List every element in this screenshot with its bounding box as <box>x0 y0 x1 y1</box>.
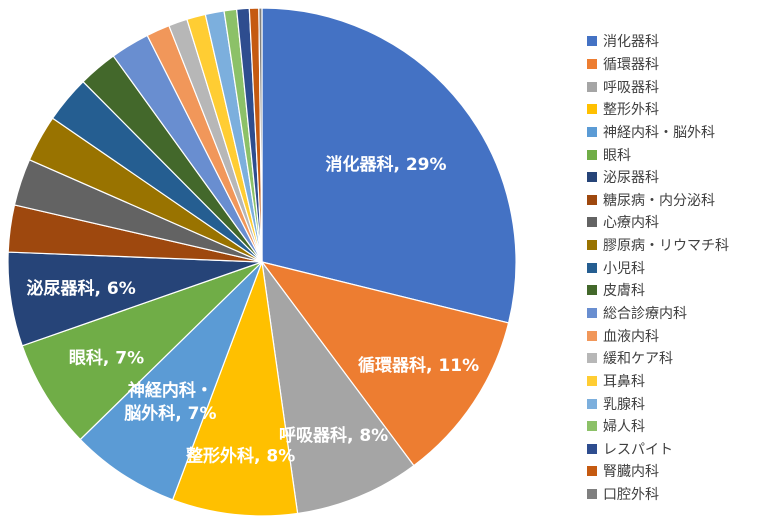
legend-item-16: 乳腺科 <box>587 392 729 415</box>
legend-item-10: 小児科 <box>587 256 729 279</box>
data-label-2: 呼吸器科, 8% <box>279 425 388 446</box>
legend-item-3: 整形外科 <box>587 98 729 121</box>
data-label-6: 泌尿器科, 6% <box>27 278 136 299</box>
legend-swatch-3 <box>587 104 597 115</box>
pie-slice-5 <box>21 261 263 441</box>
legend-item-4: 神経内科・脳外科 <box>587 121 729 144</box>
legend-label-18: レスパイト <box>603 441 673 458</box>
legend-label-14: 緩和ケア科 <box>603 351 673 368</box>
legend-label-12: 総合診療内科 <box>603 306 687 322</box>
legend-label-4: 神経内科・脳外科 <box>603 124 715 141</box>
legend-swatch-8 <box>587 217 597 228</box>
legend-swatch-16 <box>587 398 597 409</box>
pie-slice-20 <box>258 7 263 263</box>
legend-label-15: 耳鼻科 <box>603 373 645 390</box>
legend-label-6: 泌尿器科 <box>603 170 659 187</box>
legend-item-20: 口腔外科 <box>587 483 729 506</box>
legend-label-7: 糖尿病・内分泌科 <box>603 192 715 209</box>
legend-swatch-7 <box>587 194 597 205</box>
legend-label-2: 呼吸器科 <box>603 79 659 96</box>
legend-swatch-4 <box>587 126 597 137</box>
legend-swatch-9 <box>587 240 597 251</box>
legend-label-8: 心療内科 <box>603 215 659 232</box>
legend-item-5: 眼科 <box>587 143 729 166</box>
legend: 消化器科循環器科呼吸器科整形外科神経内科・脳外科 眼科泌尿器科糖尿病・内分泌科 心療… <box>587 30 729 505</box>
legend-item-2: 呼吸器科 <box>587 75 729 98</box>
data-label-1: 循環器科, 11% <box>358 355 479 376</box>
legend-label-9: 膠原病・リウマチ科 <box>603 238 729 255</box>
data-label-0: 消化器科, 29% <box>325 154 446 175</box>
legend-item-13: 血液内科 <box>587 324 729 347</box>
legend-label-11: 皮膚科 <box>603 283 645 300</box>
legend-item-11: 皮膚科 <box>587 279 729 302</box>
data-label-4-line-1: 脳外科, 7% <box>124 403 216 424</box>
legend-swatch-18 <box>587 443 597 454</box>
legend-label-19: 腎臓内科 <box>603 464 659 481</box>
legend-label-0: 消化器科 <box>603 34 659 51</box>
legend-label-5: 眼科 <box>603 147 631 164</box>
legend-item-0: 消化器科 <box>587 30 729 53</box>
legend-swatch-14 <box>587 353 597 364</box>
data-label-4-line-0: 神経内科・ <box>128 380 213 401</box>
legend-label-1: 循環器科 <box>603 56 659 73</box>
legend-item-1: 循環器科 <box>587 53 729 76</box>
legend-swatch-12 <box>587 308 597 318</box>
pie-slice-0 <box>261 7 517 324</box>
legend-swatch-19 <box>587 466 597 477</box>
legend-swatch-11 <box>587 285 597 296</box>
legend-swatch-10 <box>587 262 597 273</box>
legend-swatch-2 <box>587 81 597 92</box>
legend-label-20: 口腔外科 <box>603 487 659 504</box>
legend-swatch-15 <box>587 375 597 386</box>
pie-slice-2 <box>261 261 415 515</box>
legend-item-12: 総合診療内科 <box>587 302 729 325</box>
legend-label-17: 婦人科 <box>603 419 645 436</box>
legend-swatch-5 <box>587 149 597 160</box>
legend-item-15: 耳鼻科 <box>587 370 729 393</box>
pie-slice-3 <box>171 261 299 517</box>
legend-swatch-17 <box>587 421 597 432</box>
legend-swatch-0 <box>587 36 597 47</box>
legend-swatch-13 <box>587 330 597 341</box>
legend-item-18: レスパイト <box>587 438 729 461</box>
legend-label-3: 整形外科 <box>603 102 659 119</box>
legend-item-7: 糖尿病・内分泌科 <box>587 188 729 211</box>
legend-swatch-20 <box>587 489 597 500</box>
data-label-3: 整形外科, 8% <box>186 445 295 466</box>
legend-item-14: 緩和ケア科 <box>587 347 729 370</box>
legend-swatch-1 <box>587 58 597 69</box>
legend-item-6: 泌尿器科 <box>587 166 729 189</box>
data-label-5: 眼科, 7% <box>69 347 144 368</box>
legend-label-10: 小児科 <box>603 260 645 277</box>
legend-item-17: 婦人科 <box>587 415 729 438</box>
pie-slice-4 <box>79 261 263 501</box>
legend-item-8: 心療内科 <box>587 211 729 234</box>
legend-item-9: 膠原病・リウマチ科 <box>587 234 729 257</box>
legend-label-16: 乳腺科 <box>603 396 645 413</box>
legend-label-13: 血液内科 <box>603 328 659 345</box>
legend-swatch-6 <box>587 172 597 183</box>
pie-slice-1 <box>260 261 510 467</box>
legend-item-19: 腎臓内科 <box>587 460 729 483</box>
